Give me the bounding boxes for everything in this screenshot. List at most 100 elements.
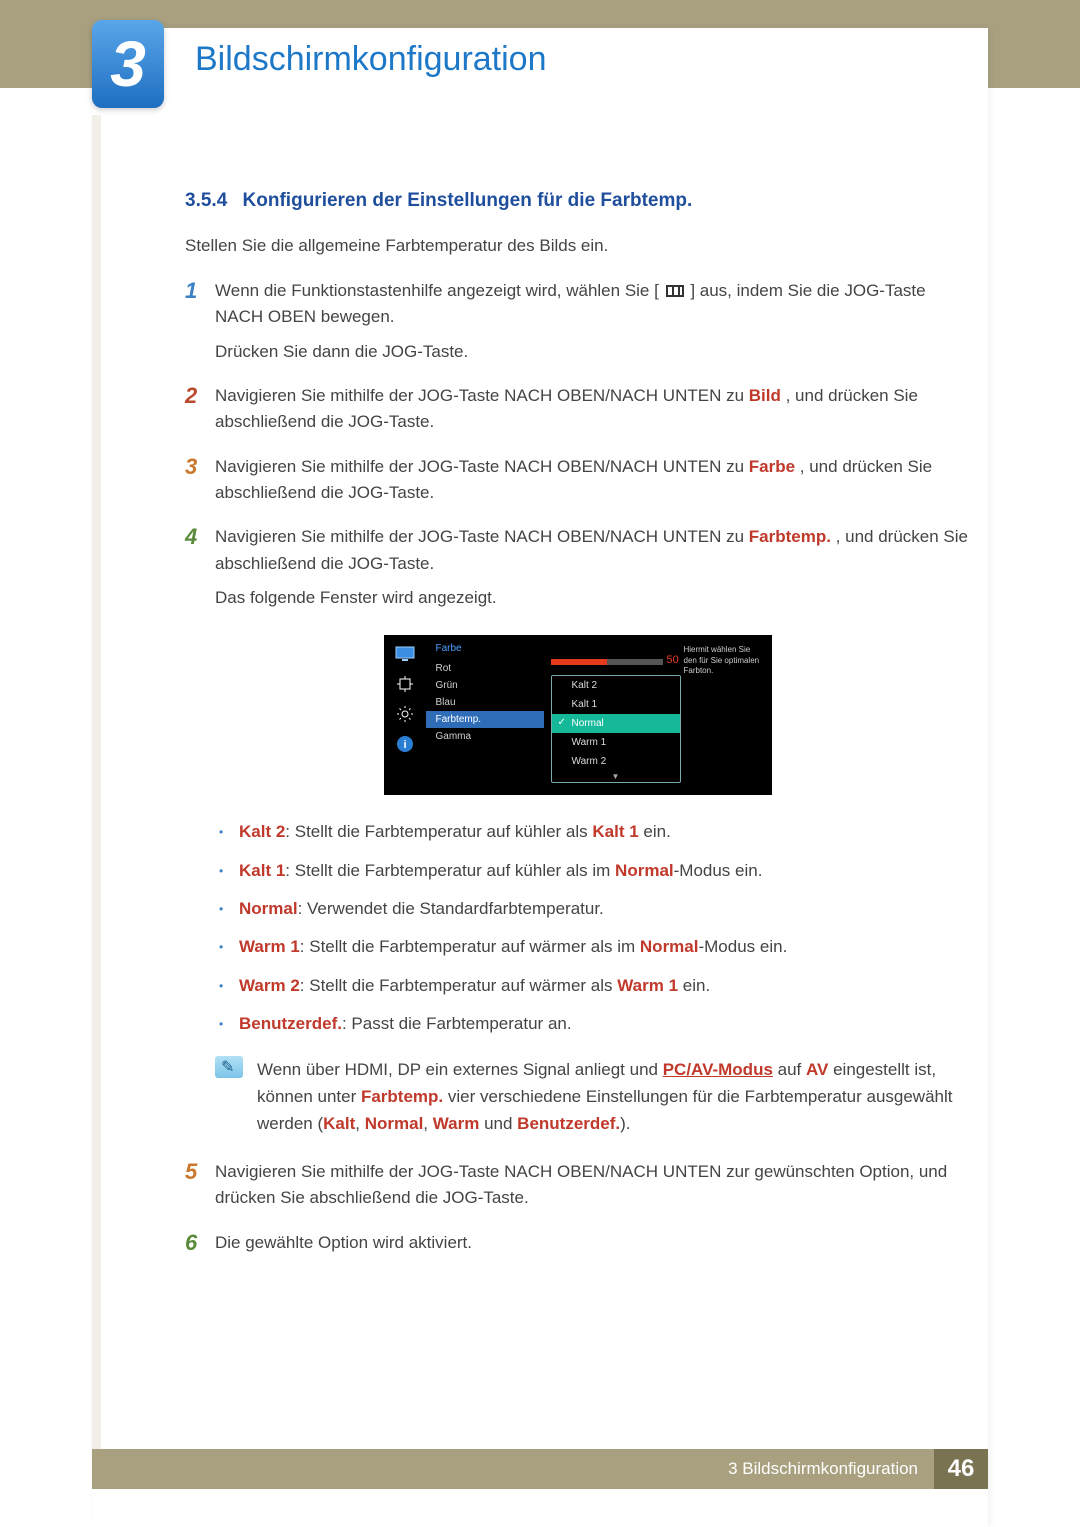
section-number: 3.5.4 [185, 190, 227, 211]
text: : Stellt die Farbtemperatur auf wärmer a… [300, 937, 640, 956]
bullet-normal: Normal: Verwendet die Standardfarbtemper… [215, 896, 970, 922]
step-body: Navigieren Sie mithilfe der JOG-Taste NA… [215, 524, 970, 619]
bullet-kalt2: Kalt 2: Stellt die Farbtemperatur auf kü… [215, 819, 970, 845]
keyword-av: AV [806, 1060, 828, 1079]
osd-dropdown: Kalt 2 Kalt 1 Normal Warm 1 Warm 2 ▼ [551, 675, 681, 783]
text: Das folgende Fenster wird angezeigt. [215, 585, 970, 611]
keyword: Kalt 1 [592, 822, 638, 841]
osd-menu-title: Farbe [426, 641, 544, 660]
chapter-number-badge: 3 [92, 20, 164, 108]
chapter-title: Bildschirmkonfiguration [195, 40, 547, 79]
info-icon: i [394, 735, 416, 753]
osd-option-normal: Normal [552, 714, 680, 733]
bullet-list: Kalt 2: Stellt die Farbtemperatur auf kü… [215, 819, 970, 1037]
intro-text: Stellen Sie die allgemeine Farbtemperatu… [185, 236, 970, 256]
osd-item-blau: Blau [426, 694, 544, 711]
note-body: Wenn über HDMI, DP ein externes Signal a… [257, 1056, 970, 1138]
keyword-bild: Bild [749, 386, 781, 405]
step-number: 6 [185, 1230, 215, 1264]
osd-rot-slider [551, 659, 663, 665]
text: , [355, 1114, 364, 1133]
link-pc-av-modus[interactable]: PC/AV-Modus [663, 1060, 773, 1079]
bullet-benutzerdef: Benutzerdef.: Passt die Farbtemperatur a… [215, 1011, 970, 1037]
osd-help-text: Hiermit wählen Sie den für Sie optimalen… [684, 645, 764, 676]
step-3: 3 Navigieren Sie mithilfe der JOG-Taste … [185, 454, 970, 515]
text: Wenn die Funktionstastenhilfe angezeigt … [215, 281, 659, 300]
left-margin-stripe [92, 115, 101, 1449]
osd-icon-rail: i [384, 635, 426, 795]
bullet-warm2: Warm 2: Stellt die Farbtemperatur auf wä… [215, 973, 970, 999]
keyword: Warm 1 [239, 937, 300, 956]
footer-chapter-label: 3 Bildschirmkonfiguration [728, 1459, 934, 1479]
text: : Stellt die Farbtemperatur auf kühler a… [285, 822, 592, 841]
text: -Modus ein. [698, 937, 787, 956]
keyword: Warm 1 [617, 976, 678, 995]
text: -Modus ein. [674, 861, 763, 880]
text: und [479, 1114, 517, 1133]
note-block: Wenn über HDMI, DP ein externes Signal a… [215, 1056, 970, 1138]
step-2: 2 Navigieren Sie mithilfe der JOG-Taste … [185, 383, 970, 444]
osd-menu-column: Farbe Rot Grün Blau Farbtemp. Gamma [426, 635, 544, 795]
keyword-farbtemp: Farbtemp. [361, 1087, 443, 1106]
keyword: Normal [239, 899, 298, 918]
step-body: Die gewählte Option wird aktiviert. [215, 1230, 970, 1264]
step-5: 5 Navigieren Sie mithilfe der JOG-Taste … [185, 1159, 970, 1220]
section-title: Konfigurieren der Einstellungen für die … [243, 190, 693, 211]
step-number: 4 [185, 524, 215, 619]
osd-slider-value: 50 [667, 654, 679, 666]
footer-page-number: 46 [934, 1449, 988, 1489]
note-pencil-icon [215, 1056, 243, 1078]
content-area: 3.5.4 Konfigurieren der Einstellungen fü… [185, 190, 970, 1274]
keyword-kalt: Kalt [323, 1114, 355, 1133]
keyword: Kalt 2 [239, 822, 285, 841]
text: ein. [678, 976, 710, 995]
step-1: 1 Wenn die Funktionstastenhilfe angezeig… [185, 278, 970, 373]
step-number: 3 [185, 454, 215, 515]
step-number: 5 [185, 1159, 215, 1220]
osd-item-farbtemp: Farbtemp. [426, 711, 544, 728]
text: Navigieren Sie mithilfe der JOG-Taste NA… [215, 457, 749, 476]
text: Wenn über HDMI, DP ein externes Signal a… [257, 1060, 663, 1079]
text: Drücken Sie dann die JOG-Taste. [215, 339, 970, 365]
step-4: 4 Navigieren Sie mithilfe der JOG-Taste … [185, 524, 970, 619]
keyword: Normal [640, 937, 699, 956]
text: auf [773, 1060, 806, 1079]
text: Navigieren Sie mithilfe der JOG-Taste NA… [215, 527, 749, 546]
section-heading: 3.5.4 Konfigurieren der Einstellungen fü… [185, 190, 970, 212]
step-6: 6 Die gewählte Option wird aktiviert. [185, 1230, 970, 1264]
text: : Stellt die Farbtemperatur auf wärmer a… [300, 976, 617, 995]
text: Die gewählte Option wird aktiviert. [215, 1230, 970, 1256]
osd-screenshot: i Farbe Rot Grün Blau Farbtemp. Gamma 50… [384, 635, 772, 795]
step-list-continued: 5 Navigieren Sie mithilfe der JOG-Taste … [185, 1159, 970, 1264]
osd-option-warm2: Warm 2 [552, 752, 680, 771]
text: ein. [639, 822, 671, 841]
step-number: 2 [185, 383, 215, 444]
osd-item-gamma: Gamma [426, 728, 544, 745]
osd-option-kalt2: Kalt 2 [552, 676, 680, 695]
osd-item-gruen: Grün [426, 677, 544, 694]
step-list: 1 Wenn die Funktionstastenhilfe angezeig… [185, 278, 970, 619]
keyword-warm: Warm [433, 1114, 480, 1133]
text: , [423, 1114, 432, 1133]
step-body: Navigieren Sie mithilfe der JOG-Taste NA… [215, 454, 970, 515]
keyword-normal: Normal [365, 1114, 424, 1133]
keyword-farbtemp: Farbtemp. [749, 527, 831, 546]
keyword: Warm 2 [239, 976, 300, 995]
osd-slider-fill [551, 659, 607, 665]
keyword-farbe: Farbe [749, 457, 795, 476]
keyword: Benutzerdef. [239, 1014, 342, 1033]
text: : Passt die Farbtemperatur an. [342, 1014, 572, 1033]
step-body: Navigieren Sie mithilfe der JOG-Taste NA… [215, 383, 970, 444]
text: : Verwendet die Standardfarbtemperatur. [298, 899, 604, 918]
osd-option-kalt1: Kalt 1 [552, 695, 680, 714]
bullet-kalt1: Kalt 1: Stellt die Farbtemperatur auf kü… [215, 858, 970, 884]
gear-icon [394, 705, 416, 723]
menu-icon [666, 285, 684, 297]
text: ). [620, 1114, 630, 1133]
text: Navigieren Sie mithilfe der JOG-Taste NA… [215, 386, 749, 405]
text: : Stellt die Farbtemperatur auf kühler a… [285, 861, 615, 880]
keyword: Normal [615, 861, 674, 880]
osd-scroll-arrow-icon: ▼ [552, 771, 680, 782]
keyword-benutzerdef: Benutzerdef. [517, 1114, 620, 1133]
step-body: Wenn die Funktionstastenhilfe angezeigt … [215, 278, 970, 373]
